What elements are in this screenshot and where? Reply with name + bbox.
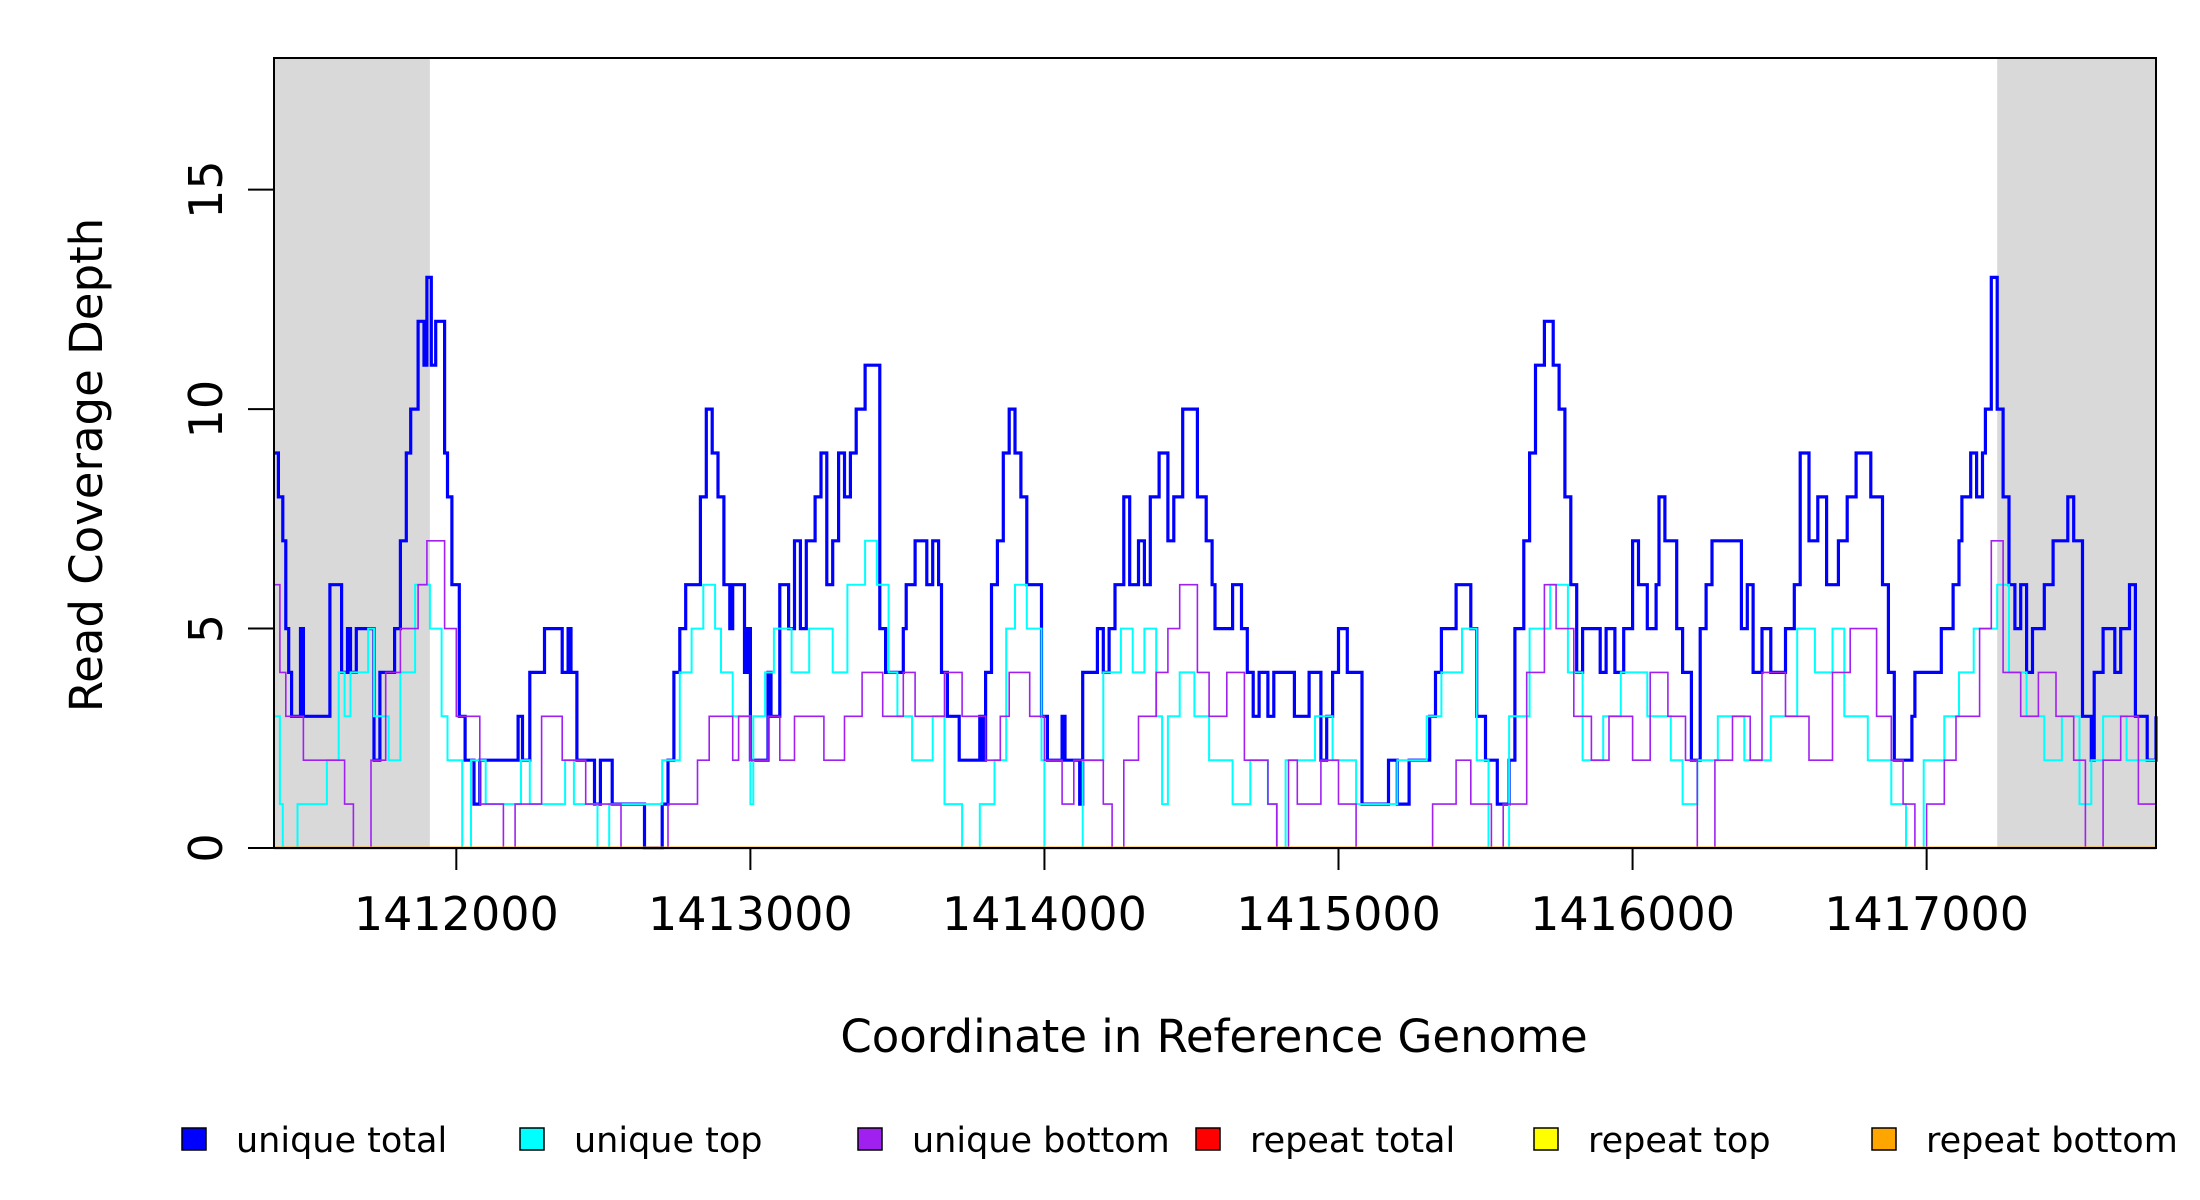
x-tick-label: 1416000	[1530, 887, 1735, 941]
series-line-unique-top	[274, 539, 2156, 849]
x-tick-label: 1415000	[1236, 887, 1441, 941]
x-tick-label: 1413000	[648, 887, 853, 941]
series-line-unique-total	[274, 275, 2158, 850]
y-tick-label: 15	[179, 160, 233, 219]
legend-swatch-unique-top	[519, 1127, 545, 1151]
legend-label-unique-total: unique total	[236, 1121, 447, 1161]
legend-swatch-repeat-top	[1533, 1127, 1559, 1151]
x-axis-title: Coordinate in Reference Genome	[840, 1010, 1587, 1063]
y-tick-label: 5	[179, 614, 233, 643]
shaded-region-1	[1997, 58, 2156, 848]
legend-swatch-unique-total	[181, 1127, 207, 1151]
legend-label-repeat-bottom: repeat bottom	[1926, 1121, 2178, 1161]
series-line-unique-bottom	[274, 540, 2156, 849]
y-axis-title: Read Coverage Depth	[60, 218, 113, 712]
legend-label-unique-top: unique top	[574, 1121, 763, 1161]
legend-label-repeat-total: repeat total	[1250, 1121, 1455, 1161]
x-tick-label: 1417000	[1824, 887, 2029, 941]
y-tick-label: 0	[179, 833, 233, 862]
y-tick-label: 10	[179, 380, 233, 439]
legend-label-repeat-top: repeat top	[1588, 1121, 1771, 1161]
legend-swatch-repeat-total	[1195, 1127, 1221, 1151]
y-axis: 0 5 10 15	[179, 160, 274, 863]
legend-swatch-repeat-bottom	[1871, 1127, 1897, 1151]
legend-label-unique-bottom: unique bottom	[912, 1121, 1170, 1161]
legend: unique total unique top unique bottom repea…	[181, 1121, 2178, 1161]
x-axis: 1412000 1413000 1414000 1415000 1416000 14170…	[354, 848, 2029, 941]
x-tick-label: 1412000	[354, 887, 559, 941]
x-tick-label: 1414000	[942, 887, 1147, 941]
plot-frame	[273, 57, 2157, 849]
legend-swatch-unique-bottom	[857, 1127, 883, 1151]
